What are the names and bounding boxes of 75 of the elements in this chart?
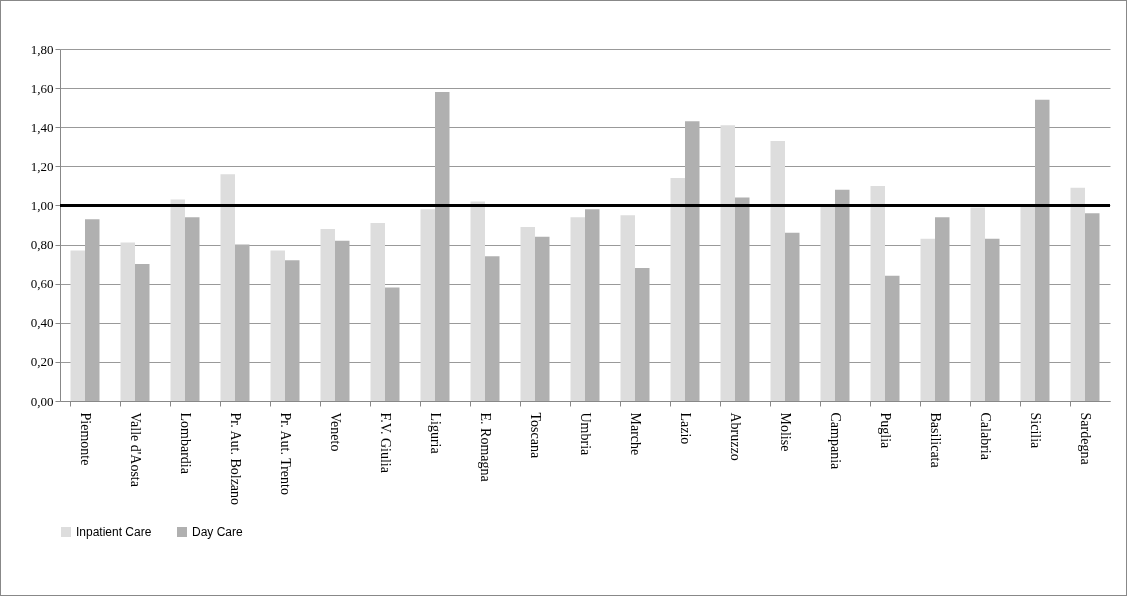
x-tick-label: Puglia — [878, 412, 893, 450]
bar — [185, 217, 200, 401]
bar — [220, 174, 235, 401]
x-tick-label: Pr. Aut. Bolzano — [228, 412, 243, 506]
bar — [335, 240, 350, 401]
x-tick-label: Valle d'Aosta — [128, 412, 143, 488]
x-tick-label: Piemonte — [78, 412, 93, 466]
x-tick-label: Abruzzo — [728, 412, 743, 461]
bar — [735, 197, 750, 401]
y-tick-label: 0,20 — [30, 354, 54, 370]
x-tick-label: Basilicata — [928, 412, 943, 469]
bar — [635, 268, 650, 401]
bar — [920, 238, 935, 401]
x-tick-label: Umbria — [578, 412, 593, 457]
bar — [970, 207, 985, 401]
bar — [1020, 205, 1035, 401]
x-tick-label: Lazio — [678, 412, 693, 445]
bar — [70, 250, 85, 401]
bar — [870, 185, 885, 401]
y-tick-label: 1,60 — [30, 80, 54, 96]
y-tick-label: 0,60 — [30, 276, 54, 292]
bar — [1035, 99, 1050, 401]
y-tick-label: 0,00 — [30, 393, 54, 409]
y-tick-label: 1,20 — [30, 158, 54, 174]
y-tick-label: 0,40 — [30, 315, 54, 331]
x-tick-label: Veneto — [328, 412, 343, 452]
bar — [120, 242, 135, 401]
x-tick-label: Toscana — [528, 412, 543, 459]
bar — [785, 232, 800, 401]
x-tick-label: Sardegna — [1078, 412, 1093, 466]
x-tick-label: Sicilia — [1028, 412, 1043, 450]
y-tick-label: 1,40 — [30, 119, 54, 135]
bar — [485, 256, 500, 401]
x-tick-label: Molise — [778, 412, 793, 452]
bar — [235, 244, 250, 401]
x-tick-label: Pr. Aut. Trento — [278, 412, 293, 495]
bar — [720, 125, 735, 401]
bar — [470, 201, 485, 401]
bar — [135, 264, 150, 401]
bar — [685, 121, 700, 401]
bar — [670, 178, 685, 401]
bar — [270, 250, 285, 401]
bar — [885, 275, 900, 401]
bar — [170, 199, 185, 401]
bar — [85, 219, 100, 401]
bar — [620, 215, 635, 401]
bar — [520, 226, 535, 401]
bar — [585, 209, 600, 401]
bar — [985, 238, 1000, 401]
bar — [835, 189, 850, 401]
bar — [385, 287, 400, 401]
x-tick-label: F.V. Giulia — [378, 412, 393, 474]
bar — [770, 140, 785, 401]
x-tick-label: Liguria — [428, 412, 443, 455]
bar — [1085, 213, 1100, 401]
bar — [535, 236, 550, 401]
bar — [285, 260, 300, 401]
legend-label: Inpatient Care — [76, 525, 152, 539]
bar — [435, 92, 450, 401]
x-tick-label: Lombardia — [178, 412, 193, 475]
x-tick-label: Campania — [828, 412, 843, 471]
x-tick-label: Calabria — [978, 412, 993, 461]
y-tick-label: 0,80 — [30, 237, 54, 253]
x-tick-label: E. Romagna — [478, 412, 493, 483]
bar — [420, 209, 435, 401]
bar — [320, 228, 335, 401]
bar — [570, 217, 585, 401]
y-tick-label: 1,80 — [30, 41, 54, 57]
x-tick-label: Marche — [628, 412, 643, 456]
bar — [820, 205, 835, 401]
bar — [370, 223, 385, 401]
bar — [935, 217, 950, 401]
bar — [1070, 187, 1085, 401]
legend-label: Day Care — [192, 525, 244, 539]
y-tick-label: 1,00 — [30, 197, 54, 213]
